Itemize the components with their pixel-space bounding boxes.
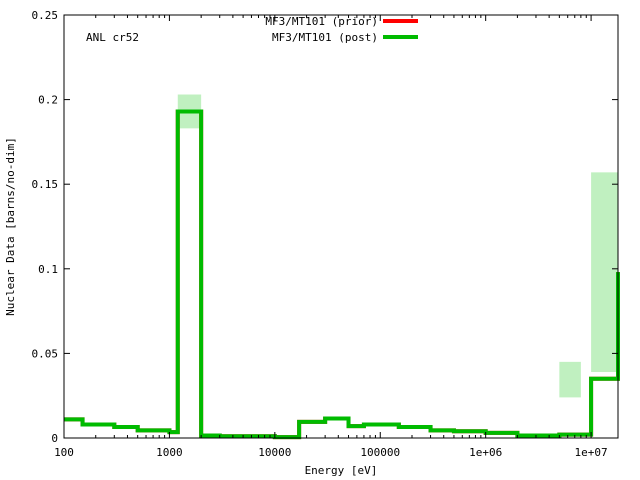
- series-post-line: [64, 109, 620, 440]
- y-axis-label: Nuclear Data [barns/no-dim]: [4, 137, 17, 316]
- y-tick-label: 0.2: [38, 94, 58, 107]
- x-tick-label: 100000: [360, 446, 400, 459]
- legend: MF3/MT101 (prior) MF3/MT101 (post): [265, 15, 418, 44]
- x-tick-label: 1000: [156, 446, 183, 459]
- y-axis-ticks: 0 0.05 0.1 0.15 0.2 0.25: [32, 9, 618, 445]
- x-tick-label: 10000: [258, 446, 291, 459]
- legend-label-prior: MF3/MT101 (prior): [265, 15, 378, 28]
- plot-frame: [63, 14, 619, 439]
- series-line: [64, 109, 620, 440]
- y-tick-label: 0.1: [38, 263, 58, 276]
- uncertainty-band-2: [591, 172, 618, 373]
- chart-annotation: ANL cr52: [86, 31, 139, 44]
- x-tick-label: 1e+06: [469, 446, 502, 459]
- uncertainty-bands: [177, 94, 618, 398]
- x-axis-label: Energy [eV]: [305, 464, 378, 477]
- series-prior-line: [64, 109, 620, 440]
- x-tick-label: 100: [54, 446, 74, 459]
- y-tick-label: 0: [51, 432, 58, 445]
- y-tick-label: 0.05: [32, 347, 59, 360]
- x-axis-ticks: 100 1000 10000 100000 1e+06 1e+07: [54, 15, 608, 459]
- y-tick-label: 0.15: [32, 178, 59, 191]
- legend-label-post: MF3/MT101 (post): [272, 31, 378, 44]
- x-tick-label: 1e+07: [575, 446, 608, 459]
- uncertainty-band-1: [559, 361, 581, 398]
- series-line: [64, 109, 620, 440]
- y-tick-label: 0.25: [32, 9, 59, 22]
